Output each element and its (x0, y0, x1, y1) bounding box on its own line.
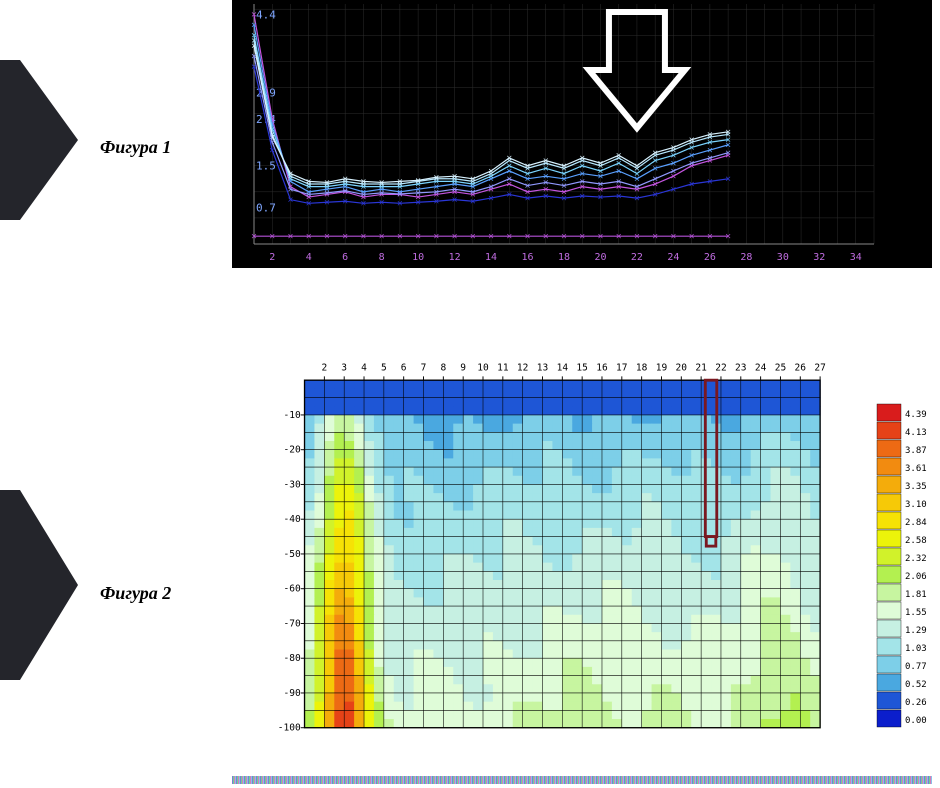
svg-text:34: 34 (850, 252, 862, 263)
svg-text:20: 20 (676, 363, 688, 374)
chart-2-legend: 4.39 4.13 3.87 3.61 3.35 3.10 2.84 2.58 2.32 2.06… (875, 395, 935, 735)
svg-text:2.58: 2.58 (905, 536, 927, 546)
svg-text:23: 23 (735, 363, 747, 374)
svg-text:-70: -70 (283, 618, 300, 629)
svg-text:26: 26 (795, 363, 807, 374)
svg-text:11: 11 (497, 363, 509, 374)
svg-text:4.4: 4.4 (256, 8, 276, 21)
svg-text:3.10: 3.10 (905, 500, 927, 510)
svg-text:6: 6 (401, 363, 407, 374)
svg-text:14: 14 (557, 363, 569, 374)
chevron-decoration-1 (0, 60, 80, 220)
svg-text:7: 7 (421, 363, 427, 374)
svg-text:0.7: 0.7 (256, 201, 276, 214)
svg-text:3.61: 3.61 (905, 464, 927, 474)
svg-text:-80: -80 (283, 653, 300, 664)
svg-text:30: 30 (777, 252, 789, 263)
svg-text:9: 9 (460, 363, 466, 374)
svg-text:12: 12 (517, 363, 528, 374)
svg-text:13: 13 (537, 363, 549, 374)
svg-text:16: 16 (596, 363, 608, 374)
svg-text:-100: -100 (278, 723, 301, 734)
svg-text:1.03: 1.03 (905, 644, 927, 654)
svg-text:17: 17 (616, 363, 628, 374)
svg-text:-20: -20 (283, 445, 300, 456)
svg-text:1.81: 1.81 (905, 590, 927, 600)
svg-text:5: 5 (381, 363, 387, 374)
noise-strip (232, 776, 932, 784)
svg-text:18: 18 (558, 252, 570, 263)
svg-text:1.55: 1.55 (905, 608, 927, 618)
svg-text:-40: -40 (283, 514, 300, 525)
svg-text:-10: -10 (283, 410, 300, 421)
svg-text:22: 22 (631, 252, 643, 263)
chevron-decoration-2 (0, 490, 80, 680)
svg-text:4.13: 4.13 (905, 428, 927, 438)
svg-text:26: 26 (704, 252, 716, 263)
svg-text:6: 6 (342, 252, 348, 263)
svg-text:24: 24 (667, 252, 679, 263)
svg-text:16: 16 (522, 252, 534, 263)
svg-text:8: 8 (379, 252, 385, 263)
svg-text:19: 19 (656, 363, 668, 374)
figure-1-label: Фигура 1 (100, 137, 171, 158)
svg-text:3.35: 3.35 (905, 482, 927, 492)
chart-1-line: 0.71.52.42.94.42468101214161820222426283… (232, 0, 932, 268)
svg-text:14: 14 (485, 252, 497, 263)
chart-2-heatmap: 2345678910111213141516171819202122232425… (263, 363, 833, 743)
svg-text:-90: -90 (283, 688, 300, 699)
svg-text:-30: -30 (283, 479, 300, 490)
svg-text:2: 2 (269, 252, 275, 263)
svg-text:32: 32 (813, 252, 825, 263)
svg-text:0.00: 0.00 (905, 716, 927, 726)
svg-text:18: 18 (636, 363, 648, 374)
svg-text:-60: -60 (283, 584, 300, 595)
svg-text:0.52: 0.52 (905, 680, 927, 690)
svg-text:4.39: 4.39 (905, 410, 927, 420)
svg-text:2: 2 (321, 363, 327, 374)
svg-text:2.84: 2.84 (905, 518, 927, 528)
chart-2-wrap: 2345678910111213141516171819202122232425… (245, 345, 935, 755)
svg-text:4: 4 (361, 363, 367, 374)
svg-text:25: 25 (775, 363, 786, 374)
svg-text:2.06: 2.06 (905, 572, 927, 582)
svg-text:27: 27 (814, 363, 826, 374)
svg-text:12: 12 (449, 252, 461, 263)
svg-text:20: 20 (594, 252, 606, 263)
svg-text:0.26: 0.26 (905, 698, 927, 708)
svg-text:21: 21 (695, 363, 707, 374)
svg-text:15: 15 (576, 363, 587, 374)
svg-text:4: 4 (306, 252, 312, 263)
svg-text:24: 24 (755, 363, 767, 374)
svg-text:3: 3 (341, 363, 347, 374)
svg-text:10: 10 (477, 363, 489, 374)
svg-text:22: 22 (715, 363, 726, 374)
svg-text:0.77: 0.77 (905, 662, 927, 672)
svg-text:28: 28 (740, 252, 752, 263)
figure-2-label: Фигура 2 (100, 583, 171, 604)
svg-text:1.5: 1.5 (256, 160, 276, 173)
svg-text:3.87: 3.87 (905, 446, 927, 456)
svg-text:1.29: 1.29 (905, 626, 927, 636)
svg-text:10: 10 (412, 252, 424, 263)
svg-text:2.32: 2.32 (905, 554, 927, 564)
svg-text:-50: -50 (283, 549, 300, 560)
svg-text:8: 8 (440, 363, 446, 374)
